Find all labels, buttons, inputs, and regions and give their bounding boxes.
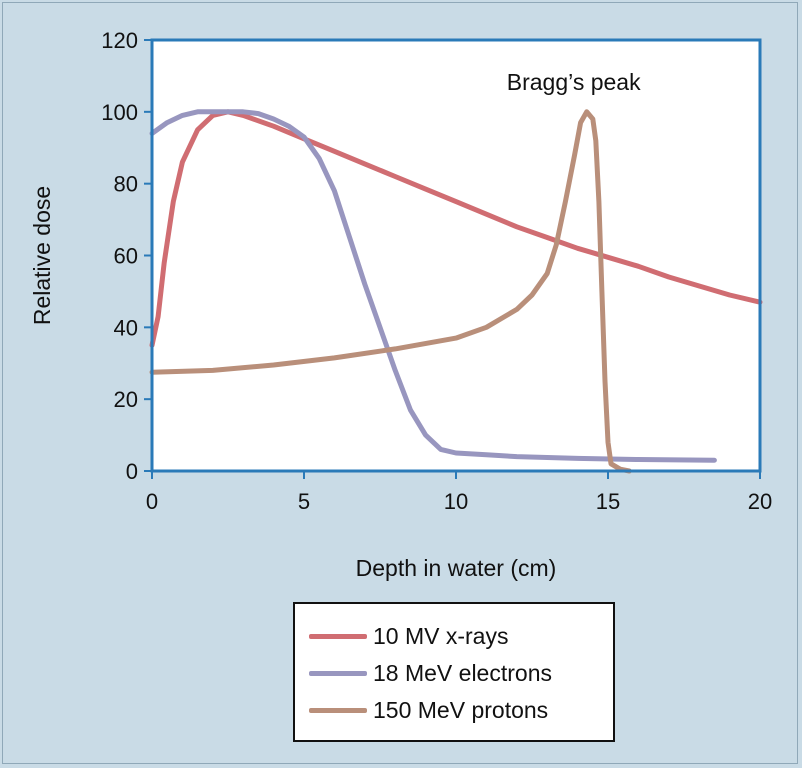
legend-swatch-xrays xyxy=(309,634,367,639)
series-line-xrays xyxy=(149,109,763,348)
legend-swatch-protons xyxy=(309,708,367,713)
bragg-peak-annotation: Bragg’s peak xyxy=(507,69,641,95)
y-tick-label: 0 xyxy=(126,459,138,484)
y-tick-label: 40 xyxy=(114,315,138,340)
y-tick-label: 80 xyxy=(114,172,138,197)
x-tick-label: 15 xyxy=(596,489,620,514)
y-tick-label: 60 xyxy=(114,244,138,269)
legend-swatch-electrons xyxy=(309,671,367,676)
x-tick-label: 10 xyxy=(444,489,468,514)
y-tick-label: 100 xyxy=(101,100,138,125)
series-line-protons xyxy=(149,109,632,474)
legend-label-electrons: 18 MeV electrons xyxy=(373,660,552,686)
legend-label-xrays: 10 MV x-rays xyxy=(373,623,509,649)
legend-item-protons: 150 MeV protons xyxy=(309,692,613,729)
y-tick-label: 20 xyxy=(114,387,138,412)
x-tick-label: 20 xyxy=(748,489,772,514)
legend-label-protons: 150 MeV protons xyxy=(373,697,549,723)
legend-item-xrays: 10 MV x-rays xyxy=(309,618,613,655)
legend: 10 MV x-rays 18 MeV electrons 150 MeV pr… xyxy=(293,602,615,742)
series-line-electrons xyxy=(149,109,717,463)
x-tick-label: 5 xyxy=(298,489,310,514)
x-axis-label: Depth in water (cm) xyxy=(356,555,557,581)
x-tick-label: 0 xyxy=(146,489,158,514)
y-axis-label: Relative dose xyxy=(29,186,55,325)
legend-item-electrons: 18 MeV electrons xyxy=(309,655,613,692)
plot-area xyxy=(152,40,760,471)
y-tick-label: 120 xyxy=(101,28,138,53)
